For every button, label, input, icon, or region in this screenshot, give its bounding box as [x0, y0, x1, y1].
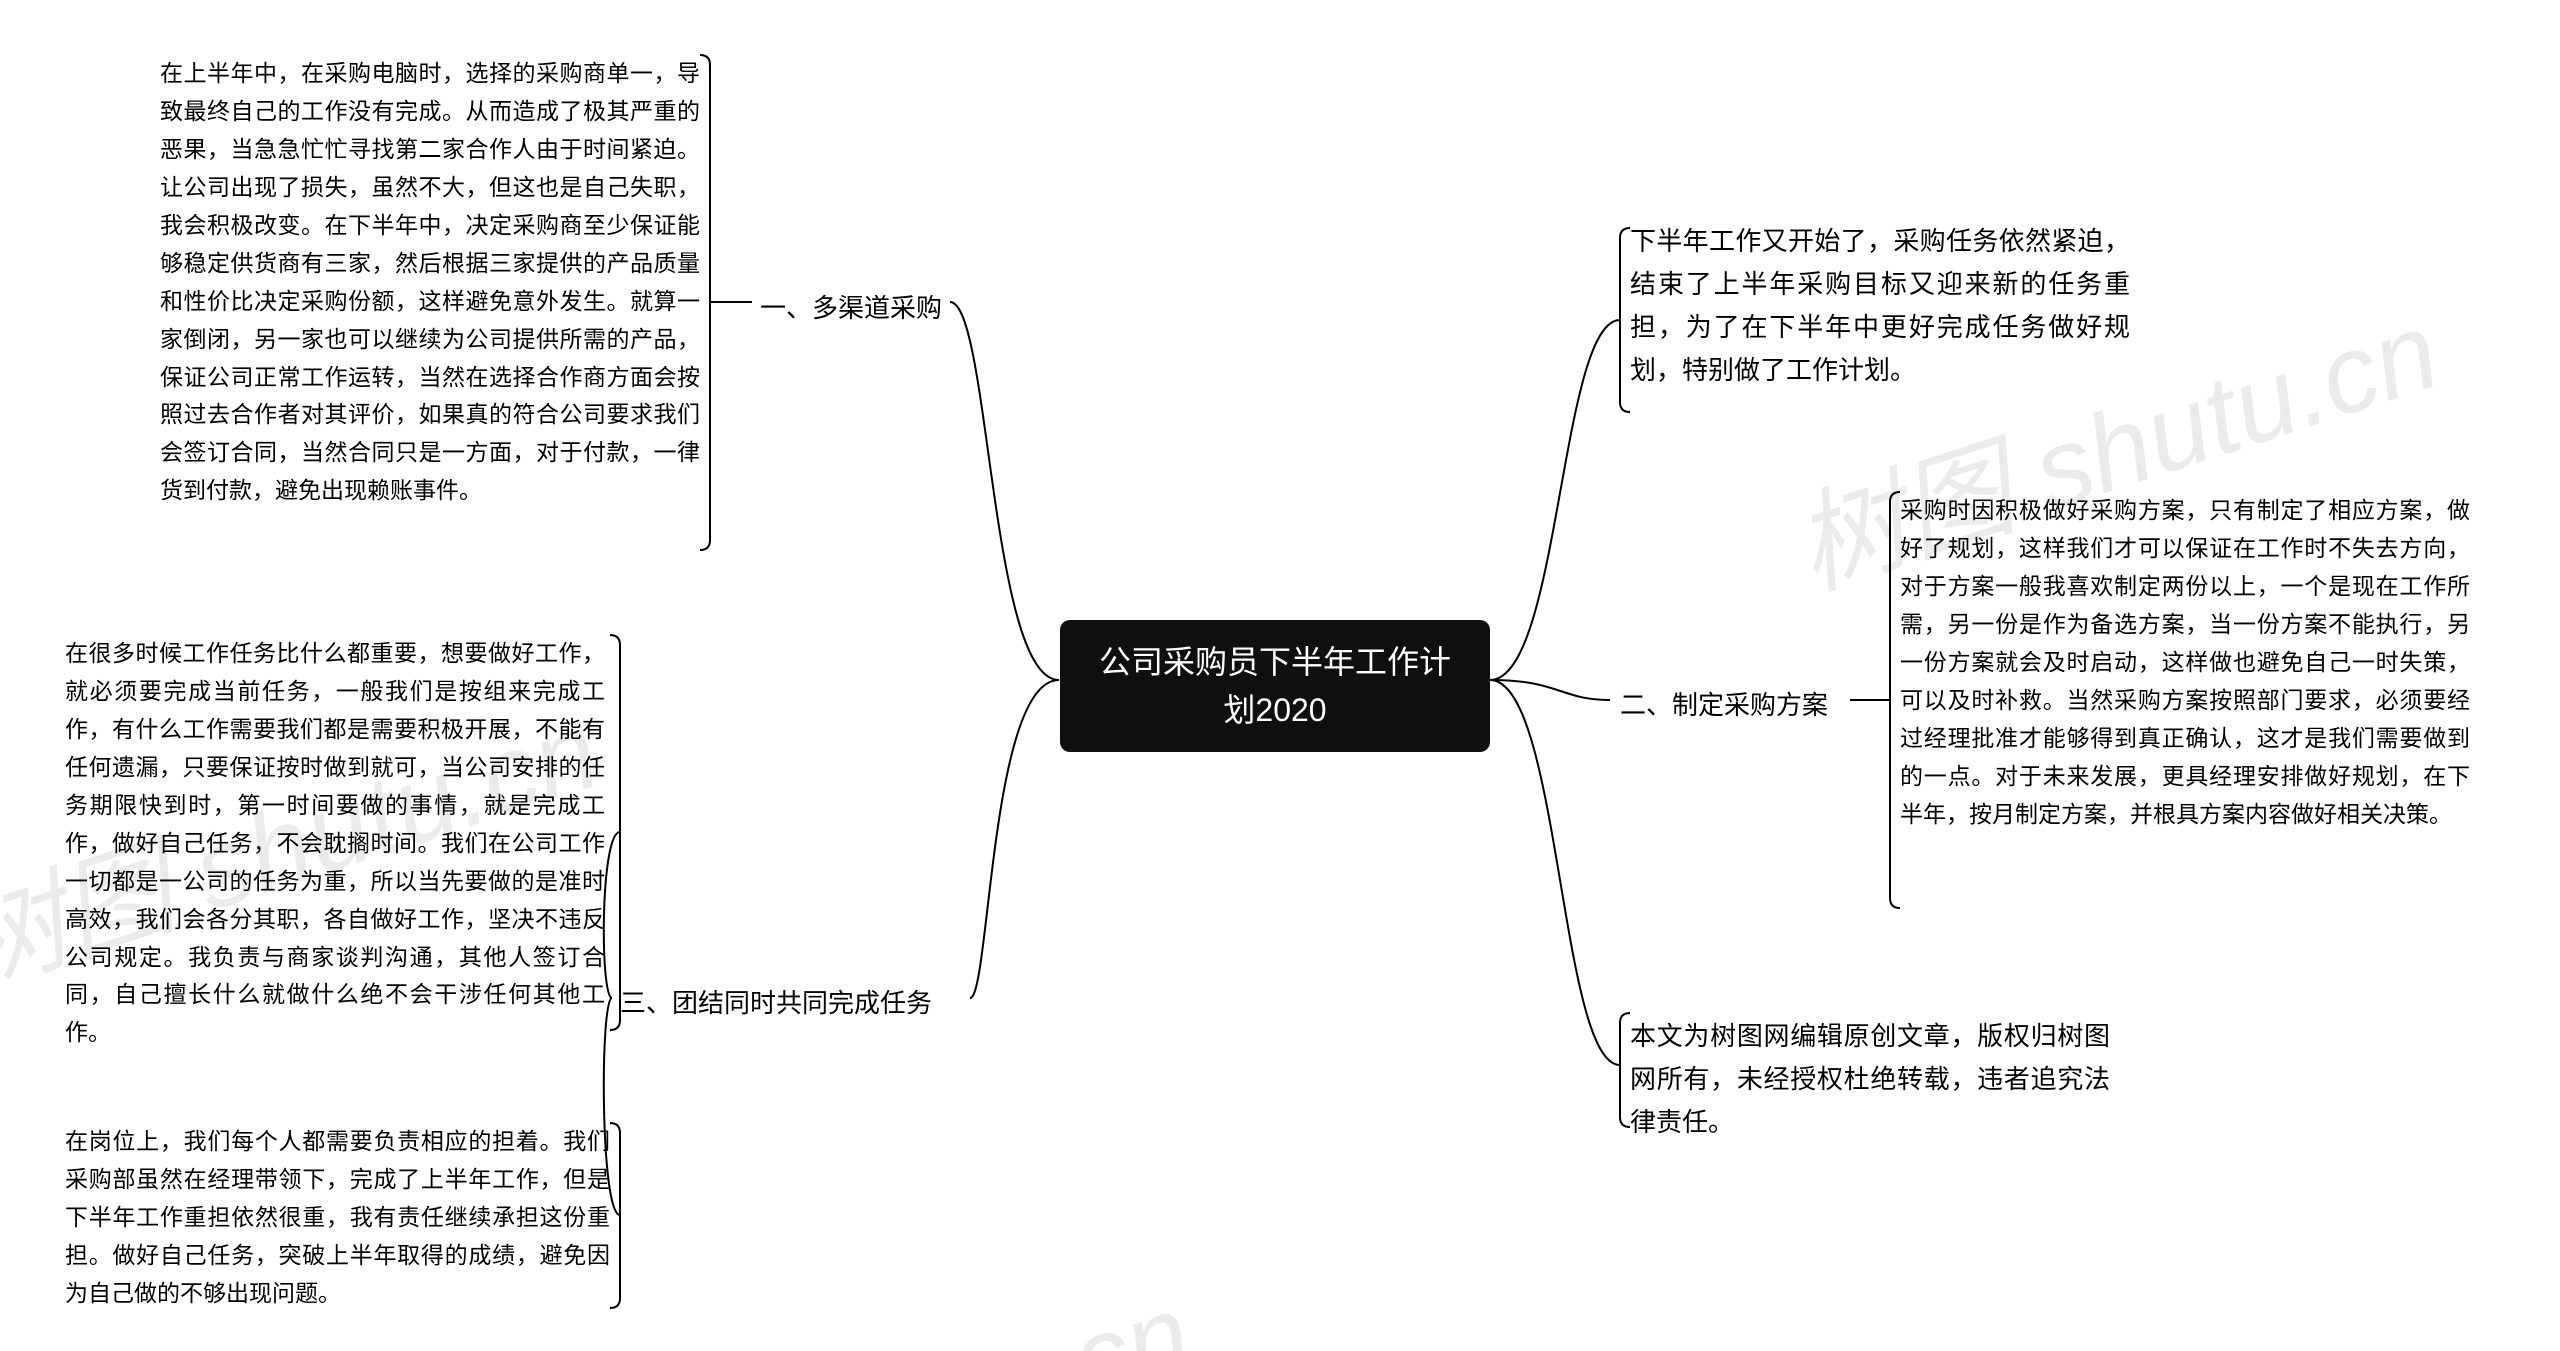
connector [950, 302, 1059, 680]
leaf-copyright[interactable]: 本文为树图网编辑原创文章，版权归树图网所有，未经授权杜绝转载，违者追究法律责任。 [1630, 1015, 2110, 1144]
leaf-team-1[interactable]: 在很多时候工作任务比什么都重要，想要做好工作，就必须要完成当前任务，一般我们是按… [65, 635, 605, 1052]
branch-team[interactable]: 三、团结同时共同完成任务 [620, 985, 932, 1021]
watermark: shutu.cn [771, 1269, 1206, 1351]
bracket [1620, 1013, 1630, 1127]
center-node-text: 公司采购员下半年工作计划2020 [1099, 644, 1451, 728]
leaf-intro[interactable]: 下半年工作又开始了，采购任务依然紧迫，结束了上半年采购目标又迎来新的任务重担，为… [1630, 220, 2130, 392]
leaf-team-2[interactable]: 在岗位上，我们每个人都需要负责相应的担着。我们采购部虽然在经理带领下，完成了上半… [65, 1123, 610, 1313]
bracket [610, 1123, 620, 1308]
connector [1490, 320, 1620, 680]
leaf-channel[interactable]: 在上半年中，在采购电脑时，选择的采购商单一，导致最终自己的工作没有完成。从而造成… [160, 55, 700, 510]
bracket [1620, 228, 1630, 412]
branch-channel[interactable]: 一、多渠道采购 [760, 290, 942, 326]
branch-plan[interactable]: 二、制定采购方案 [1620, 687, 1828, 723]
connector [1490, 680, 1620, 1065]
leaf-plan[interactable]: 采购时因积极做好采购方案，只有制定了相应方案，做好了规划，这样我们才可以保证在工… [1900, 492, 2470, 833]
bracket [1890, 492, 1900, 908]
connector [604, 832, 620, 998]
connector [1490, 680, 1610, 700]
connector [970, 680, 1059, 998]
mindmap-canvas: 树图 shutu.cn 树图 shutu.cn shutu.cn [0, 0, 2560, 1351]
bracket [610, 635, 620, 1030]
center-node[interactable]: 公司采购员下半年工作计划2020 [1060, 620, 1490, 752]
bracket [700, 55, 710, 550]
